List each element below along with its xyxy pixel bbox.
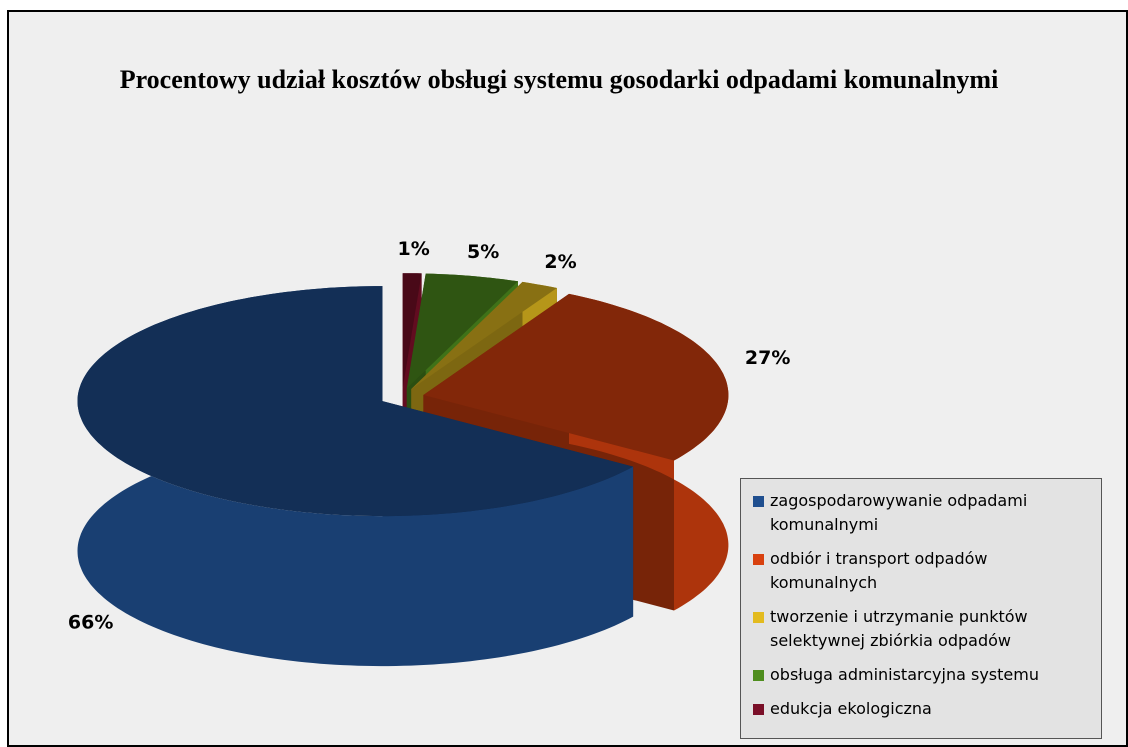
legend-item: obsługa administarcyjna systemu <box>753 663 1093 687</box>
slice <box>406 273 518 389</box>
data-label: 5% <box>467 241 499 263</box>
legend-swatch <box>753 670 764 681</box>
data-label: 1% <box>398 238 430 260</box>
legend-swatch <box>753 554 764 565</box>
legend: zagospodarowywanie odpadami komunalnymi o… <box>740 478 1102 739</box>
slice <box>77 286 634 517</box>
data-label: 66% <box>68 612 113 634</box>
legend-item: odbiór i transport odpadów komunalnych <box>753 547 1093 595</box>
slice <box>411 281 557 389</box>
legend-item: zagospodarowywanie odpadami komunalnymi <box>753 489 1093 537</box>
legend-swatch <box>753 496 764 507</box>
data-label: 27% <box>745 347 790 369</box>
legend-item: edukcja ekologiczna <box>753 697 1093 721</box>
legend-item: tworzenie i utrzymanie punktów selektywn… <box>753 605 1093 653</box>
slice <box>402 273 422 389</box>
legend-label: obsługa administarcyjna systemu <box>770 665 1039 684</box>
legend-label: edukcja ekologiczna <box>770 699 932 718</box>
legend-swatch <box>753 704 764 715</box>
chart: Procentowy udział kosztów obsługi system… <box>68 65 999 667</box>
chart-title: Procentowy udział kosztów obsługi system… <box>120 65 999 94</box>
legend-label: odbiór i transport odpadów komunalnych <box>770 549 988 592</box>
legend-label: zagospodarowywanie odpadami komunalnymi <box>770 491 1028 534</box>
chart-frame: Procentowy udział kosztów obsługi system… <box>7 10 1128 747</box>
data-label: 2% <box>544 251 576 273</box>
legend-label: tworzenie i utrzymanie punktów selektywn… <box>770 607 1028 650</box>
slice <box>423 293 729 461</box>
legend-swatch <box>753 612 764 623</box>
